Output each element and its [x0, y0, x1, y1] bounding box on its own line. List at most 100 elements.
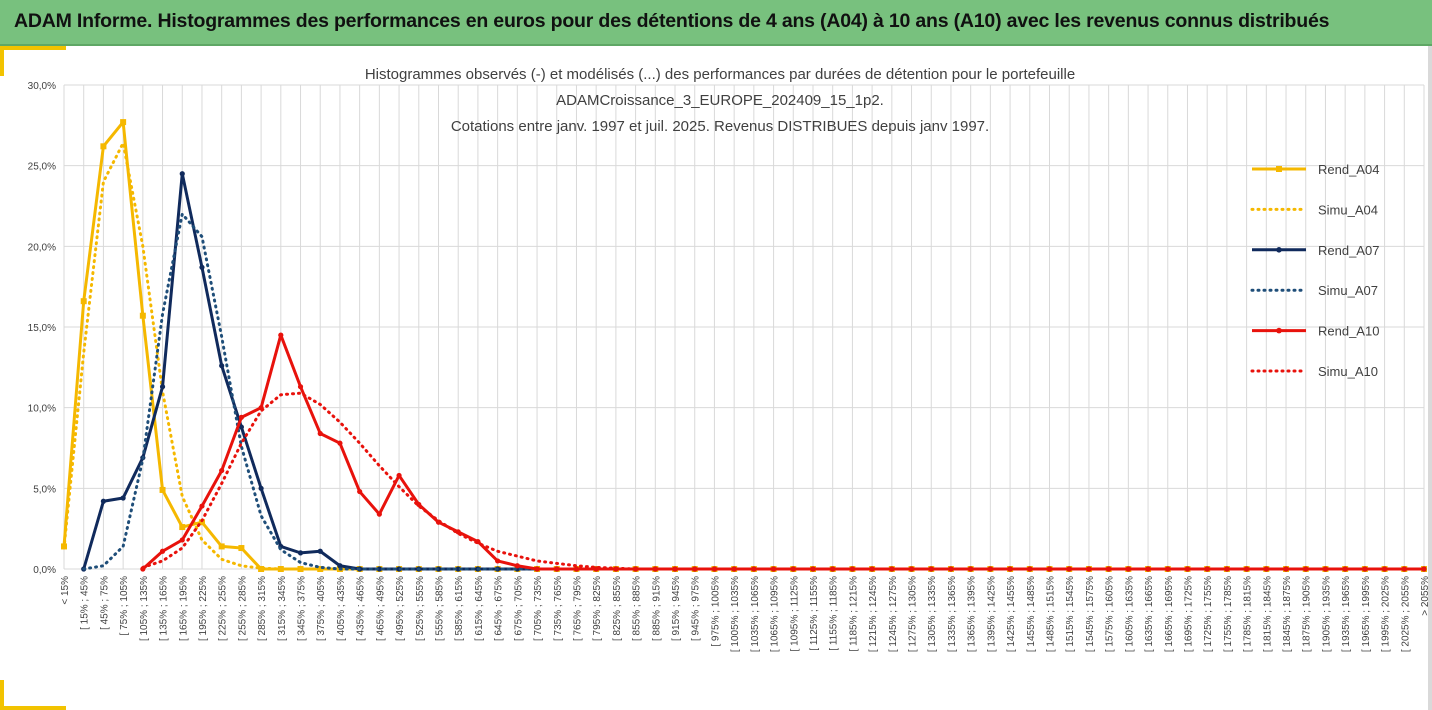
- data-point-rend_a10: [554, 566, 560, 572]
- x-tick-label: [ 1305% ; 1335%: [927, 576, 938, 652]
- x-tick-label: [ 1425% ; 1455%: [1006, 576, 1017, 652]
- x-tick-label: < 15%: [60, 576, 71, 605]
- x-tick-label: [ 405% ; 435%: [336, 576, 347, 641]
- data-point-rend_a10: [337, 440, 343, 446]
- data-point-rend_a10: [238, 414, 244, 420]
- data-point-rend_a04: [80, 298, 87, 305]
- corner-accent: [0, 706, 66, 710]
- x-tick-label: [ 1215% ; 1245%: [868, 576, 879, 652]
- data-point-rend_a10: [731, 566, 737, 572]
- data-point-rend_a04: [317, 566, 324, 572]
- x-tick-label: [ 1605% ; 1635%: [1124, 576, 1135, 652]
- x-tick-label: [ 1755% ; 1785%: [1223, 576, 1234, 652]
- x-tick-label: [ 465% ; 495%: [375, 576, 386, 641]
- x-tick-label: [ 135% ; 165%: [159, 576, 170, 641]
- x-tick-label: [ 525% ; 555%: [415, 576, 426, 641]
- x-tick-label: [ 675% ; 705%: [513, 576, 524, 641]
- y-tick-label: 10,0%: [28, 404, 56, 415]
- legend-label: Rend_A04: [1318, 162, 1379, 177]
- data-point-rend_a10: [1145, 566, 1151, 572]
- x-tick-label: [ 1815% ; 1845%: [1262, 576, 1273, 652]
- x-tick-label: [ 1575% ; 1605%: [1105, 576, 1116, 652]
- data-point-rend_a04: [238, 545, 245, 552]
- series-line-rend_a10: [141, 333, 1424, 571]
- x-tick-label: > 2055%: [1420, 576, 1431, 616]
- data-point-rend_a10: [159, 548, 166, 554]
- x-tick-label: [ 585% ; 615%: [454, 576, 465, 641]
- legend-marker: [1276, 166, 1282, 172]
- x-tick-label: [ 1275% ; 1305%: [908, 576, 919, 652]
- data-point-rend_a04: [198, 519, 205, 526]
- x-tick-label: [ 1965% ; 1995%: [1361, 576, 1372, 652]
- grid: [63, 84, 1425, 570]
- data-point-rend_a04: [159, 486, 166, 493]
- x-tick-label: [ 1635% ; 1665%: [1144, 576, 1155, 652]
- x-tick-label: [ 1035% ; 1065%: [750, 576, 761, 652]
- x-tick-label: [ 45% ; 75%: [99, 576, 110, 630]
- data-point-rend_a10: [869, 566, 875, 572]
- data-point-rend_a10: [219, 467, 225, 474]
- chart-title: Histogrammes observés (-) et modélisés (…: [365, 66, 1075, 135]
- x-tick-label: [ 1995% ; 2025%: [1381, 576, 1392, 652]
- data-point-rend_a07: [258, 485, 264, 491]
- legend-label: Simu_A10: [1318, 364, 1378, 379]
- x-tick-label: [ 1545% ; 1575%: [1085, 576, 1096, 652]
- x-tick-label: [ 1515% ; 1545%: [1065, 576, 1076, 652]
- y-tick-label: 30,0%: [28, 81, 56, 92]
- data-point-rend_a07: [159, 384, 166, 390]
- x-tick-label: [ 1245% ; 1275%: [888, 576, 899, 652]
- x-tick-label: [ 1395% ; 1425%: [986, 576, 997, 652]
- y-tick-label: 5,0%: [33, 484, 56, 495]
- x-tick-label: [ 1365% ; 1395%: [967, 576, 978, 652]
- chart-border: [1428, 46, 1432, 710]
- x-tick-label: [ 795% ; 825%: [592, 576, 603, 641]
- x-tick-label: [ 2025% ; 2055%: [1400, 576, 1411, 652]
- x-tick-label: [ 1695% ; 1725%: [1183, 576, 1194, 652]
- data-point-rend_a04: [139, 312, 146, 319]
- x-tick-label: [ 1185% ; 1215%: [848, 576, 859, 652]
- x-tick-label: [ 1485% ; 1515%: [1046, 576, 1057, 652]
- x-tick-label: [ 855% ; 885%: [632, 576, 643, 641]
- series-line-simu_a10: [141, 391, 1426, 571]
- x-tick-label: [ 1845% ; 1875%: [1282, 576, 1293, 652]
- x-tick-label: [ 255% ; 285%: [237, 576, 248, 641]
- x-tick-label: [ 1725% ; 1755%: [1203, 576, 1214, 652]
- x-tick-label: [ 195% ; 225%: [198, 576, 209, 641]
- data-point-rend_a10: [495, 558, 501, 564]
- x-tick-label: [ 1095% ; 1125%: [789, 576, 800, 652]
- data-point-rend_a04: [218, 543, 225, 550]
- data-point-rend_a10: [573, 566, 580, 572]
- x-tick-label: [ 645% ; 675%: [494, 576, 505, 641]
- x-tick-label: [ 285% ; 315%: [257, 576, 268, 641]
- x-tick-label: [ 765% ; 795%: [572, 576, 583, 641]
- x-tick-label: [ 1905% ; 1935%: [1321, 576, 1332, 652]
- series: [61, 119, 1427, 572]
- x-tick-label: [ 1155% ; 1185%: [829, 576, 840, 651]
- chart-title-line: Cotations entre janv. 1997 et juil. 2025…: [451, 118, 989, 135]
- data-point-rend_a07: [199, 264, 205, 270]
- corner-accent: [0, 46, 4, 76]
- x-tick-label: [ 945% ; 975%: [691, 576, 702, 641]
- legend-marker: [1276, 247, 1282, 253]
- data-point-rend_a10: [297, 384, 304, 390]
- data-point-rend_a04: [100, 143, 107, 150]
- chart-title-line: Histogrammes observés (-) et modélisés (…: [365, 66, 1075, 83]
- y-tick-label: 20,0%: [28, 242, 56, 253]
- y-tick-label: 15,0%: [28, 323, 56, 334]
- page-title: ADAM Informe. Histogrammes des performan…: [14, 10, 1330, 32]
- x-tick-label: [ 1665% ; 1695%: [1164, 576, 1175, 652]
- data-point-rend_a04: [258, 566, 265, 572]
- data-point-rend_a07: [297, 550, 304, 556]
- x-tick-label: [ 1455% ; 1485%: [1026, 576, 1037, 652]
- y-axis: 0,0% 5,0% 10,0% 15,0% 20,0% 25,0% 30,0%: [28, 81, 56, 576]
- legend-marker: [1276, 327, 1282, 334]
- x-tick-label: [ 555% ; 585%: [434, 576, 445, 641]
- data-point-rend_a07: [337, 563, 343, 569]
- legend-label: Simu_A04: [1318, 202, 1378, 217]
- data-point-rend_a10: [1421, 566, 1427, 572]
- x-tick-label: [ 1065% ; 1095%: [770, 576, 781, 652]
- x-tick-label: [ 435% ; 465%: [356, 576, 367, 641]
- data-point-rend_a10: [199, 503, 205, 509]
- legend-label: Simu_A07: [1318, 283, 1378, 298]
